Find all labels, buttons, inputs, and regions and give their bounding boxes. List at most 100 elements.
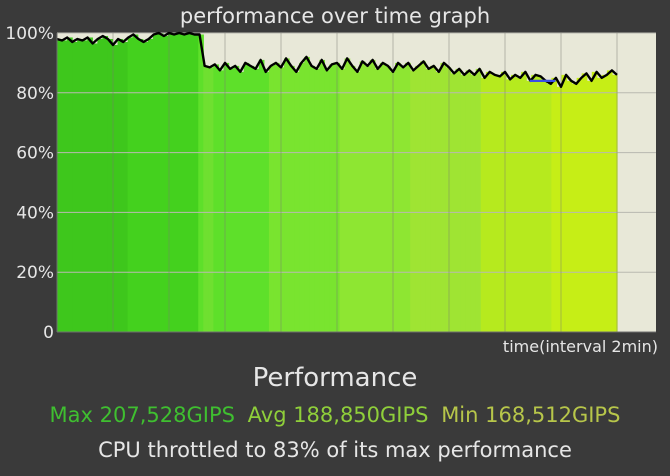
bar xyxy=(475,68,482,332)
bar xyxy=(314,68,320,332)
bar xyxy=(400,67,406,332)
bar xyxy=(379,62,386,333)
bar xyxy=(410,70,416,333)
y-tick-label: 20% xyxy=(16,263,54,283)
bar xyxy=(142,41,149,332)
bar xyxy=(344,58,351,332)
bar xyxy=(329,64,336,332)
bar xyxy=(506,79,512,332)
bar xyxy=(601,74,608,333)
bar xyxy=(374,68,381,332)
bar xyxy=(364,65,371,332)
bar xyxy=(611,74,618,333)
bar xyxy=(596,77,603,332)
bar xyxy=(591,71,598,333)
bar xyxy=(193,34,199,332)
bar xyxy=(551,77,558,332)
bar xyxy=(495,76,502,332)
bar xyxy=(334,62,341,333)
bar xyxy=(218,70,225,333)
throttle-status: CPU throttled to 83% of its max performa… xyxy=(98,438,572,462)
y-tick-label: 0 xyxy=(43,323,54,343)
bar xyxy=(294,71,300,333)
bar xyxy=(253,68,260,332)
bar xyxy=(137,38,144,332)
bar xyxy=(152,34,159,332)
bar xyxy=(541,80,547,332)
stat-avg: Avg 188,850GIPS xyxy=(247,403,429,427)
bar xyxy=(526,80,532,332)
bar xyxy=(354,71,361,333)
line-layer xyxy=(56,31,618,89)
bar xyxy=(117,38,124,332)
chart-title: performance over time graph xyxy=(179,4,491,28)
bar xyxy=(157,33,164,332)
bar xyxy=(566,80,573,332)
bar xyxy=(178,33,184,332)
bar xyxy=(198,34,204,332)
bar xyxy=(203,65,209,332)
bar xyxy=(243,62,250,333)
bar xyxy=(319,59,325,332)
bar xyxy=(339,68,346,332)
bar xyxy=(127,37,134,333)
bar xyxy=(531,74,537,333)
bar xyxy=(284,58,290,332)
bar xyxy=(107,38,114,332)
bar xyxy=(440,62,447,333)
bar xyxy=(536,76,542,332)
bar xyxy=(511,74,517,333)
bar xyxy=(420,61,426,333)
bar xyxy=(490,74,497,333)
bar xyxy=(102,35,109,333)
bars-layer xyxy=(57,33,656,333)
bar xyxy=(450,73,457,333)
bar xyxy=(465,70,472,333)
bar xyxy=(480,77,487,332)
bar xyxy=(87,37,93,333)
bar xyxy=(77,38,83,332)
x-axis-label: time(interval 2min) xyxy=(502,337,658,356)
bar xyxy=(430,65,436,332)
bar xyxy=(389,71,396,333)
bar xyxy=(586,80,593,332)
bar xyxy=(606,70,613,333)
bar xyxy=(273,62,280,333)
bar xyxy=(445,67,452,332)
bar xyxy=(415,65,421,332)
bar xyxy=(208,67,214,332)
bar xyxy=(188,33,194,332)
bar xyxy=(72,41,78,332)
bar xyxy=(92,43,98,332)
bar xyxy=(57,38,63,332)
bar xyxy=(521,71,527,333)
bar xyxy=(233,65,240,332)
bar xyxy=(309,65,315,332)
stat-max: Max 207,528GIPS xyxy=(49,403,235,427)
bar xyxy=(460,74,467,333)
bar xyxy=(213,64,220,332)
bar xyxy=(67,37,73,333)
bar xyxy=(278,67,285,332)
bar xyxy=(167,33,174,332)
bar xyxy=(571,83,578,332)
grid-layer xyxy=(57,32,656,333)
bar xyxy=(546,83,553,332)
bar xyxy=(162,35,169,333)
bar xyxy=(122,41,129,332)
bar xyxy=(485,71,492,333)
bar xyxy=(561,74,568,333)
bar xyxy=(435,71,442,333)
bar xyxy=(228,68,235,332)
bar xyxy=(470,74,477,333)
bar xyxy=(500,71,507,333)
bar xyxy=(112,44,119,333)
bar xyxy=(183,34,189,332)
bar xyxy=(405,62,411,333)
bar xyxy=(455,68,462,332)
performance-line xyxy=(56,31,618,89)
bar xyxy=(369,59,376,332)
bar xyxy=(384,65,391,332)
axis-layer: 0 20% 40% 60% 80% 100% xyxy=(5,24,656,343)
bar xyxy=(258,59,265,332)
